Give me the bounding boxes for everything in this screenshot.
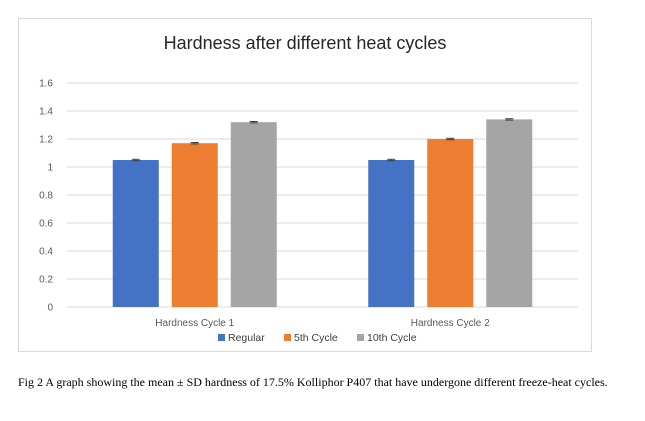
legend-swatch	[218, 334, 225, 341]
y-tick-label: 0.4	[39, 247, 53, 258]
legend-swatch	[284, 334, 291, 341]
bar-5th-cycle	[171, 143, 218, 307]
legend-item: Regular	[218, 332, 265, 344]
y-tick-label: 1.2	[39, 135, 53, 146]
legend-item: 5th Cycle	[284, 332, 338, 344]
y-tick-label: 1.6	[39, 79, 53, 90]
x-tick-label: Hardness Cycle 2	[411, 318, 490, 329]
legend-label: 5th Cycle	[294, 332, 338, 344]
legend-swatch	[357, 334, 364, 341]
legend-label: Regular	[228, 332, 265, 344]
y-axis-ticks: 0 0.2 0.4 0.6 0.8 1 1.2 1.4 1.6	[39, 79, 53, 314]
legend: Regular 5th Cycle 10th Cycle	[218, 332, 417, 344]
legend-item: 10th Cycle	[357, 332, 417, 344]
x-axis-ticks: Hardness Cycle 1 Hardness Cycle 2	[155, 318, 490, 329]
bar-10th-cycle	[230, 122, 277, 307]
y-tick-label: 0	[47, 303, 53, 314]
y-tick-label: 1	[47, 163, 53, 174]
y-tick-label: 1.4	[39, 107, 53, 118]
bar-chart: Hardness after different heat cycles 0 0.…	[39, 33, 578, 344]
chart-title: Hardness after different heat cycles	[164, 33, 447, 53]
x-tick-label: Hardness Cycle 1	[155, 318, 234, 329]
bar-regular	[368, 160, 415, 307]
y-tick-label: 0.2	[39, 275, 53, 286]
legend-label: 10th Cycle	[367, 332, 417, 344]
y-tick-label: 0.8	[39, 191, 53, 202]
bar-regular	[112, 160, 159, 307]
bar-5th-cycle	[427, 139, 474, 307]
chart-frame: Hardness after different heat cycles 0 0.…	[18, 18, 592, 352]
figure-caption: Fig 2 A graph showing the mean ± SD hard…	[18, 375, 608, 389]
bars	[112, 118, 533, 308]
bar-10th-cycle	[486, 119, 533, 308]
y-tick-label: 0.6	[39, 219, 53, 230]
